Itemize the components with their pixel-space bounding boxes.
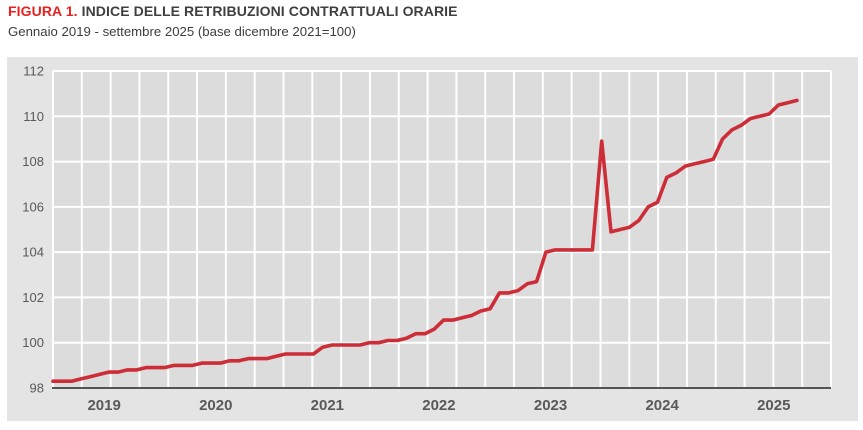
figure-header: FIGURA 1. INDICE DELLE RETRIBUZIONI CONTR… <box>8 3 848 40</box>
y-tick-label: 110 <box>23 109 44 124</box>
x-year-label: 2021 <box>311 397 344 414</box>
x-year-label: 2020 <box>199 397 232 414</box>
x-year-label: 2025 <box>757 397 790 414</box>
plot-area <box>53 71 831 388</box>
figure-subtitle: Gennaio 2019 - settembre 2025 (base dice… <box>8 23 356 39</box>
figure-title: INDICE DELLE RETRIBUZIONI CONTRATTUALI O… <box>81 3 458 19</box>
y-tick-label: 106 <box>22 199 44 214</box>
x-year-label: 2019 <box>87 397 120 414</box>
y-tick-label: 112 <box>23 64 44 79</box>
figure-title-line: FIGURA 1. INDICE DELLE RETRIBUZIONI CONTR… <box>8 3 848 21</box>
x-year-label: 2024 <box>645 397 679 414</box>
wage-index-series-line <box>51 98 799 384</box>
wage-index-line-chart: 98 100 102 104 106 108 110 112 2019 2020 2021 2022 2… <box>22 64 832 414</box>
y-tick-label: 100 <box>22 335 44 350</box>
y-tick-label: 104 <box>22 245 44 260</box>
y-tick-label: 102 <box>22 290 44 305</box>
y-tick-label: 108 <box>22 154 44 169</box>
x-year-label: 2023 <box>534 397 567 414</box>
y-tick-label: 98 <box>30 381 44 396</box>
chart-figure: 98 100 102 104 106 108 110 112 2019 2020 2021 2022 2… <box>7 57 858 421</box>
x-year-label: 2022 <box>422 397 455 414</box>
figure-label: FIGURA 1. <box>8 3 78 19</box>
